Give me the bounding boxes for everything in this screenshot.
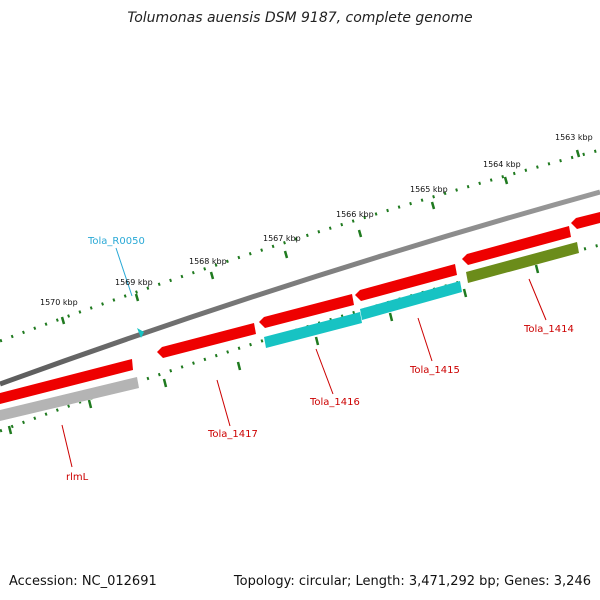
gene-label-tola-1415: Tola_1415 xyxy=(409,365,460,376)
kbp-label: 1563 kbp xyxy=(555,133,593,142)
gene-label-tola-r0050: Tola_R0050 xyxy=(87,236,145,247)
gene-label-rlmL: rlmL xyxy=(66,472,89,483)
gene-arrow-tola-red-left xyxy=(0,359,133,404)
kbp-label: 1565 kbp xyxy=(410,185,448,194)
kbp-label: 1564 kbp xyxy=(483,160,521,169)
gene-label-tola-1417: Tola_1417 xyxy=(207,429,258,440)
topology-text: Topology: circular; Length: 3,471,292 bp… xyxy=(233,574,591,589)
kbp-labels: 1563 kbp 1564 kbp 1565 kbp 1566 kbp 1567… xyxy=(40,133,593,307)
gene-label-tola-1416: Tola_1416 xyxy=(309,397,360,408)
gene-arrow-tola-1414 xyxy=(466,242,579,283)
gene-arrow-rlmL xyxy=(0,377,139,421)
gene-arrow-tola-1416 xyxy=(264,312,362,348)
gene-arrow-tola-red-right2 xyxy=(462,226,571,265)
kbp-label: 1567 kbp xyxy=(263,234,301,243)
kbp-label: 1566 kbp xyxy=(336,210,374,219)
gene-arrow-tola-1415 xyxy=(360,281,462,320)
genome-backbone xyxy=(0,189,600,387)
gene-arrow-tola-red-right1 xyxy=(355,264,457,301)
outer-major-ticks xyxy=(60,149,581,325)
inner-major-ticks xyxy=(7,264,540,435)
gene-arrow-tola-red-edge xyxy=(571,212,600,229)
gene-labels: rlmL Tola_1417 Tola_1416 Tola_1415 Tola_… xyxy=(66,236,574,483)
kbp-label: 1568 kbp xyxy=(189,257,227,266)
gene-arrow-tola-1417 xyxy=(157,323,256,358)
kbp-label: 1570 kbp xyxy=(40,298,78,307)
gene-label-tola-1414: Tola_1414 xyxy=(523,324,574,335)
kbp-label: 1569 kbp xyxy=(115,278,153,287)
gene-arrow-tola-red-mid xyxy=(259,294,354,328)
gene-arrow-tola-r0050 xyxy=(137,328,144,338)
leader-lines xyxy=(61,247,547,468)
genome-title: Tolumonas auensis DSM 9187, complete gen… xyxy=(127,10,473,26)
gene-arrows xyxy=(0,212,600,421)
accession-text: Accession: NC_012691 xyxy=(9,574,157,589)
